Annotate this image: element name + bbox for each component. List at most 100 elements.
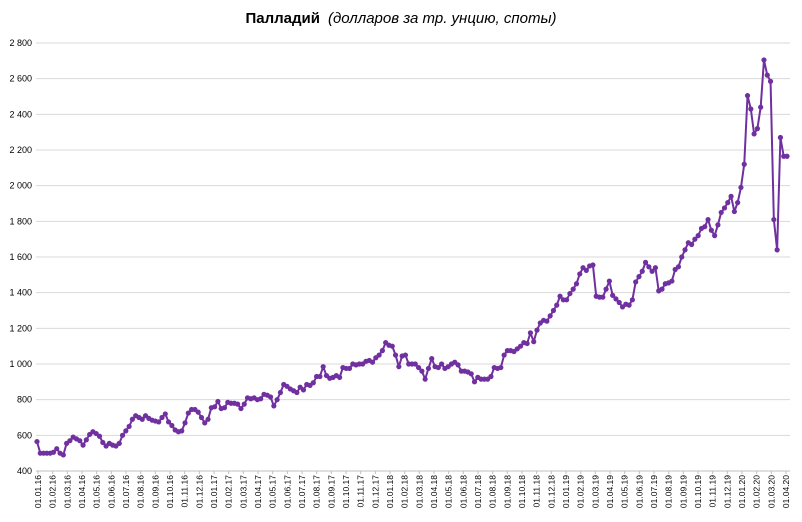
data-point [567,290,573,297]
data-point [764,72,770,78]
data-point [761,57,767,63]
data-point [77,438,83,444]
data-point [748,106,754,112]
data-point [179,428,185,434]
x-tick-label: 01.08.17 [312,475,322,508]
data-point [774,247,780,253]
gridlines [36,42,790,436]
data-point [258,396,264,402]
x-tick-label: 01.04.17 [253,475,263,508]
data-point [751,131,757,137]
x-tick-label: 01.07.19 [649,475,659,508]
data-point [777,134,784,141]
data-point [195,409,201,415]
x-tick-label: 01.05.17 [268,475,278,508]
data-point [583,267,589,273]
data-point [517,343,524,349]
y-tick-label: 600 [17,430,32,440]
data-point [659,286,665,292]
x-tick-label: 01.10.17 [341,475,351,508]
data-point [731,208,737,215]
y-tick-label: 2 600 [9,74,32,84]
x-tick-label: 01.09.16 [150,475,160,508]
data-point [498,364,504,371]
data-point [212,404,218,410]
data-point [274,397,280,403]
x-tick-label: 01.01.20 [737,475,747,508]
data-point [524,340,530,347]
data-point [616,299,622,306]
data-point [116,440,122,446]
x-tick-label: 01.12.19 [722,475,732,508]
y-tick-label: 800 [17,395,32,405]
data-point [392,352,399,358]
data-point [67,438,73,444]
x-tick-label: 01.11.18 [532,475,542,508]
data-point [738,184,744,191]
data-point [162,411,168,417]
chart-subtitle: (долларов за тр. унцию, споты) [328,10,557,27]
data-point [613,296,619,302]
x-tick-label: 01.03.16 [62,475,72,508]
x-tick-label: 01.03.19 [590,475,600,508]
x-tick-label: 01.04.18 [429,475,439,508]
data-point [767,78,774,84]
x-tick-label: 01.09.18 [502,475,512,508]
data-point [415,364,422,371]
x-tick-label: 01.03.17 [238,475,248,508]
x-tick-label: 01.06.18 [458,475,468,508]
x-tick-label: 01.08.19 [664,475,674,508]
data-point [689,241,695,248]
data-point [317,373,323,380]
data-point [600,294,606,300]
data-point [550,307,557,314]
data-point [590,262,596,268]
x-tick-label: 01.03.20 [766,475,776,508]
data-point [235,401,241,407]
data-point [636,274,642,280]
data-point [606,278,612,284]
x-tick-label: 01.06.17 [282,475,292,508]
x-tick-label: 01.07.16 [121,475,131,508]
x-tick-label: 01.12.17 [370,475,380,508]
data-point [429,356,435,362]
data-point [642,259,649,265]
y-tick-label: 2 800 [9,38,32,48]
data-point [123,428,129,434]
x-tick-label: 01.10.16 [165,475,175,508]
data-point [715,222,721,228]
data-point [725,200,731,206]
x-tick-label: 01.09.19 [678,475,688,508]
data-point [455,362,461,368]
x-tick-label: 01.01.18 [385,475,395,508]
data-point [682,247,688,253]
y-axis-tick-labels: 400 600 800 1 000 1 200 1 400 1 600 1 800 2 000 2… [9,38,32,476]
data-point [294,389,300,396]
data-point [577,271,583,277]
data-point [396,364,402,370]
x-tick-label: 01.08.18 [488,475,498,508]
x-tick-label: 01.09.17 [326,475,336,508]
data-point [165,419,172,425]
x-tick-label: 01.12.16 [194,475,204,508]
data-point [679,254,685,260]
data-point [721,205,728,211]
x-tick-label: 01.02.20 [752,475,762,508]
data-point [376,352,382,358]
data-point [60,452,66,458]
data-point [527,330,534,336]
data-point [238,405,244,412]
data-point [198,414,205,421]
x-tick-label: 01.05.16 [92,475,102,508]
chart-title-block: Палладий (долларов за тр. унцию, споты) [0,10,802,27]
data-point [564,297,570,303]
data-point [610,292,616,298]
x-tick-label: 01.01.16 [33,475,43,508]
data-point [379,348,385,354]
x-tick-label: 01.10.18 [517,475,527,508]
data-point [784,153,790,159]
data-point [712,233,718,239]
x-tick-label: 01.03.18 [414,475,424,508]
data-point [754,126,760,132]
data-point [271,403,277,409]
